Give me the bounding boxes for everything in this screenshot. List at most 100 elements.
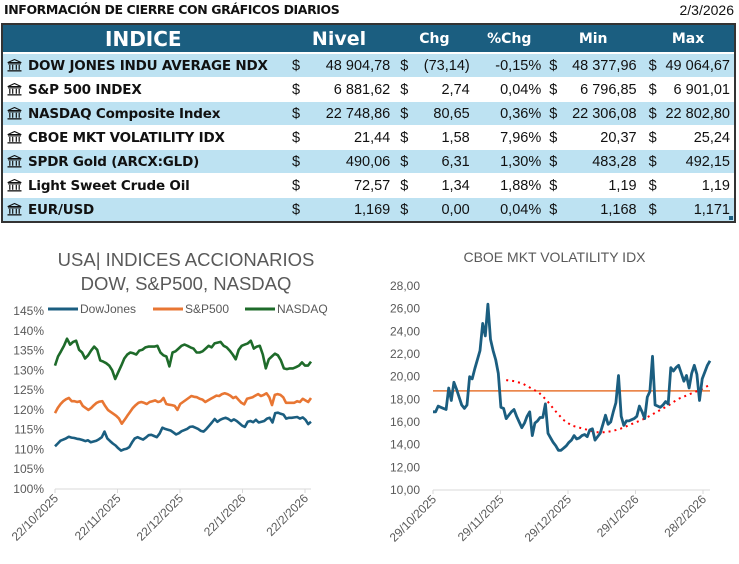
currency-symbol: $ <box>549 177 558 194</box>
x-tick-label: 22/2/2026 <box>263 491 311 539</box>
col-indice: INDICE <box>105 26 182 51</box>
bank-icon <box>7 83 22 96</box>
y-tick-label: 135% <box>13 344 44 358</box>
min-value: 48 377,96 <box>572 57 637 74</box>
report-title: INFORMACIÓN DE CIERRE CON GRÁFICOS DIARI… <box>4 2 340 17</box>
series-line-dowjones <box>54 411 312 452</box>
currency-symbol: $ <box>648 177 657 194</box>
bank-icon <box>7 179 22 192</box>
min-cell: $22 306,08 <box>545 106 642 122</box>
table-row[interactable]: EUR/USD $1,169 $0,00 0,04% $1,168 $1,171 <box>3 198 734 221</box>
vix-chart: CBOE MKT VOLATILITY IDX 10,00 12,00 14,00 1… <box>370 240 739 564</box>
trend-line <box>506 379 711 434</box>
max-value: 25,24 <box>693 129 730 146</box>
nivel-cell: $21,44 <box>286 130 396 146</box>
min-cell: $48 377,96 <box>545 58 642 74</box>
currency-symbol: $ <box>291 57 301 74</box>
currency-symbol: $ <box>549 201 558 218</box>
index-table: INDICE Nivel Chg %Chg Min Max DOW JONES … <box>1 23 736 223</box>
report-header: INFORMACIÓN DE CIERRE CON GRÁFICOS DIARI… <box>0 0 739 21</box>
max-cell: $1,171 <box>643 202 734 218</box>
currency-symbol: $ <box>648 153 657 170</box>
table-row[interactable]: Light Sweet Crude Oil $72,57 $1,34 1,88%… <box>3 174 734 198</box>
max-value: 1,171 <box>693 201 730 218</box>
bank-icon <box>7 107 22 120</box>
currency-symbol: $ <box>400 201 409 218</box>
y-tick-label: 12,00 <box>390 460 420 474</box>
currency-symbol: $ <box>291 153 301 170</box>
pct-chg-value: 0,04% <box>500 81 542 98</box>
y-tick-label: 14,00 <box>390 438 420 452</box>
nivel-value: 22 748,86 <box>325 105 391 122</box>
max-value: 6 901,01 <box>673 81 730 98</box>
table-row[interactable]: CBOE MKT VOLATILITY IDX $21,44 $1,58 7,9… <box>3 126 734 150</box>
chg-cell: $ (73,14) <box>396 58 475 74</box>
max-value: 492,15 <box>685 153 730 170</box>
pct-chg-cell: 0,04% <box>476 82 546 98</box>
currency-symbol: $ <box>549 105 558 122</box>
max-value: 49 064,67 <box>665 57 730 74</box>
x-tick-label: 28/2/2026 <box>661 492 709 540</box>
series-line-nasdaq <box>53 337 313 381</box>
nivel-cell: $1,169 <box>286 202 396 218</box>
max-cell: $6 901,01 <box>643 82 734 98</box>
col-nivel: Nivel <box>311 27 367 50</box>
series-line-sp500 <box>53 392 313 425</box>
y-tick-label: 18,00 <box>390 392 420 406</box>
chg-value: 0,00 <box>441 201 470 218</box>
max-cell: $25,24 <box>643 130 734 146</box>
table-row[interactable]: S&P 500 INDEX $6 881,62 $2,74 0,04% $6 7… <box>3 78 734 102</box>
col-chg: Chg <box>419 30 450 47</box>
x-tick-label: 22/11/2025 <box>72 491 124 543</box>
min-cell: $6 796,85 <box>545 82 642 98</box>
x-tick-label: 22/10/2025 <box>9 491 62 544</box>
chg-value: 80,65 <box>433 105 470 122</box>
currency-symbol: $ <box>549 153 558 170</box>
index-name: NASDAQ Composite Index <box>28 105 221 122</box>
y-tick-label: 110% <box>14 442 44 456</box>
y-tick-label: 120% <box>13 403 44 417</box>
nivel-value: 490,06 <box>345 153 391 170</box>
index-name: CBOE MKT VOLATILITY IDX <box>28 129 225 146</box>
pct-chg-cell: 7,96% <box>476 130 546 146</box>
table-row[interactable]: DOW JONES INDU AVERAGE NDX $48 904,78 $ (… <box>3 54 734 78</box>
chart1-title: USA| INDICES ACCIONARIOS DOW, S&P500, NA… <box>0 248 372 296</box>
chg-cell: $1,58 <box>396 130 475 146</box>
chg-value: 1,34 <box>441 177 470 194</box>
currency-symbol: $ <box>549 81 558 98</box>
min-value: 1,168 <box>600 201 637 218</box>
nivel-cell: $6 881,62 <box>286 82 396 98</box>
table-row[interactable]: SPDR Gold (ARCX:GLD) $490,06 $6,31 1,30%… <box>3 150 734 174</box>
chart1-title-line2: DOW, S&P500, NASDAQ <box>80 273 292 294</box>
legend-label: NASDAQ <box>277 302 328 316</box>
chg-value: 2,74 <box>441 81 470 98</box>
x-tick-label: 29/12/2025 <box>522 492 575 545</box>
currency-symbol: $ <box>400 81 409 98</box>
currency-symbol: $ <box>648 57 657 74</box>
chg-value: 6,31 <box>441 153 470 170</box>
max-value: 22 802,80 <box>665 105 730 122</box>
chart2-plot: 10,00 12,00 14,00 16,00 18,00 20,00 22,00 24,00… <box>387 279 712 545</box>
currency-symbol: $ <box>549 129 558 146</box>
index-name: EUR/USD <box>28 201 95 218</box>
max-cell: $492,15 <box>643 154 734 170</box>
currency-symbol: $ <box>400 177 409 194</box>
pct-chg-value: 1,88% <box>500 177 542 194</box>
index-name: SPDR Gold (ARCX:GLD) <box>28 153 200 170</box>
min-cell: $483,28 <box>545 154 642 170</box>
table-row[interactable]: NASDAQ Composite Index $22 748,86 $80,65… <box>3 102 734 126</box>
y-tick-label: 125% <box>13 383 44 397</box>
chg-cell: $1,34 <box>396 178 475 194</box>
y-tick-label: 26,00 <box>390 302 420 316</box>
table-header: INDICE Nivel Chg %Chg Min Max <box>3 25 734 54</box>
nivel-cell: $490,06 <box>286 154 396 170</box>
bank-icon <box>7 203 22 216</box>
chg-cell: $0,00 <box>396 202 475 218</box>
y-tick-label: 28,00 <box>390 279 420 293</box>
x-tick-label: 29/1/2026 <box>594 492 642 540</box>
table-resize-handle[interactable] <box>729 216 733 220</box>
x-tick-label: 22/12/2025 <box>134 491 187 544</box>
nivel-cell: $22 748,86 <box>286 106 396 122</box>
min-value: 20,37 <box>600 129 637 146</box>
series-line-vix <box>433 302 712 452</box>
